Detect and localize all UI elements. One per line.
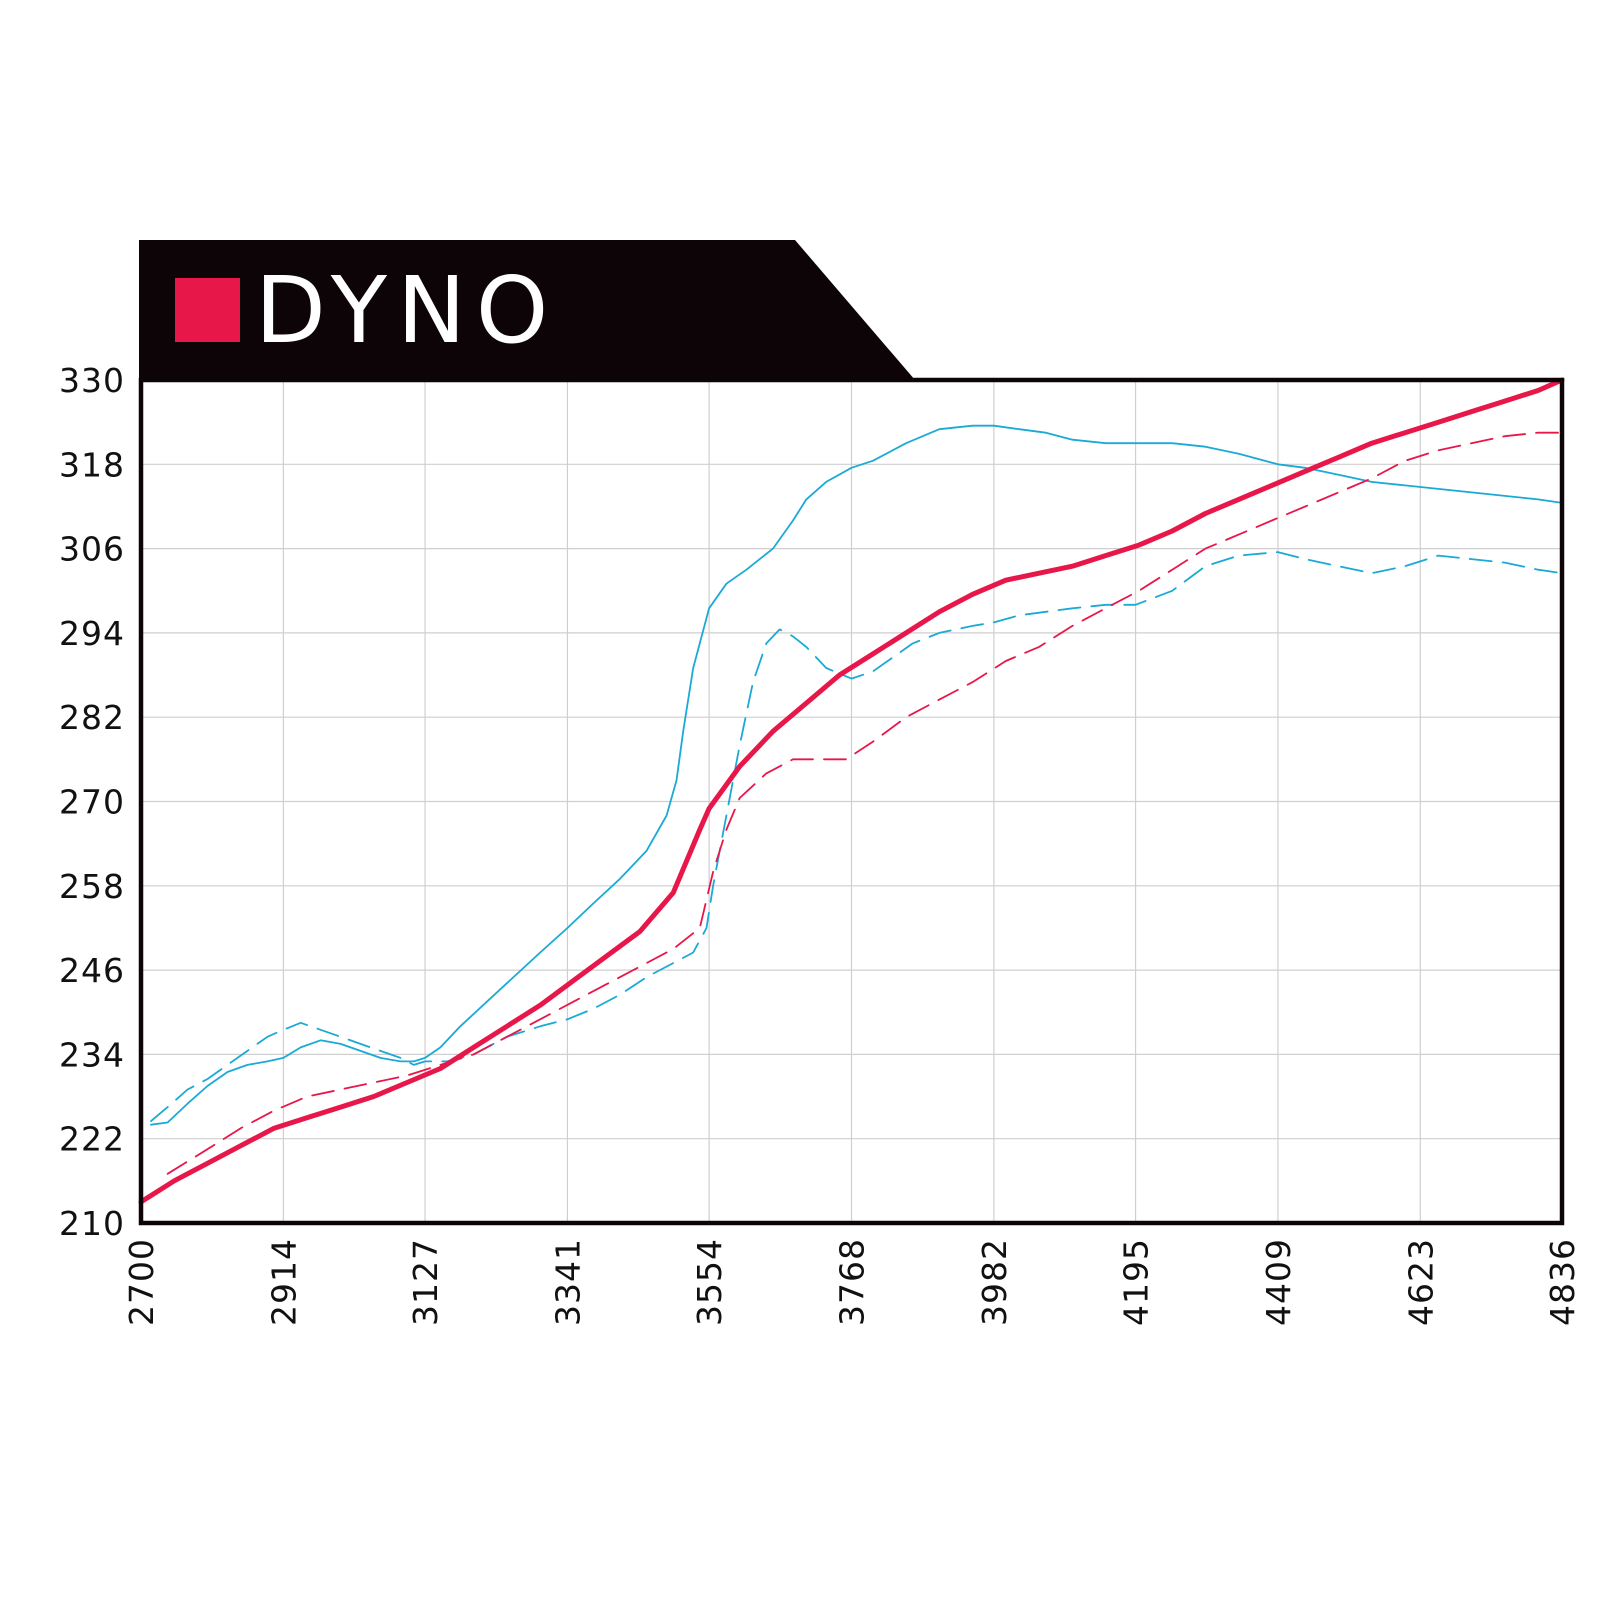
series-line-1-solid (138, 377, 1565, 1205)
x-tick-label: 4836 (1543, 1238, 1582, 1326)
y-tick-label: 246 (59, 951, 125, 990)
x-tick-label: 4195 (1117, 1238, 1156, 1326)
series-line-3-solid (150, 424, 1563, 1126)
title-banner (139, 240, 915, 380)
x-axis-ticks: 2700 2914 3127 3341 3554 3768 3982 4195 4409 4623… (122, 1238, 1582, 1326)
y-tick-label: 222 (59, 1120, 125, 1159)
series-line-4-dashed (150, 551, 1563, 1122)
grid-lines (140, 379, 1563, 1224)
x-tick-label: 3554 (690, 1238, 729, 1326)
y-tick-label: 270 (59, 783, 125, 822)
y-tick-label: 258 (59, 867, 125, 906)
x-tick-label: 3341 (548, 1238, 587, 1326)
chart-title: DYNO (255, 257, 558, 364)
y-tick-label: 294 (59, 614, 125, 653)
x-tick-label: 3768 (833, 1238, 872, 1326)
y-tick-label: 282 (59, 698, 125, 737)
x-tick-label: 4623 (1401, 1238, 1440, 1326)
series-line-2-dashed (166, 431, 1563, 1175)
x-tick-label: 4409 (1259, 1238, 1298, 1326)
x-tick-label: 2914 (264, 1238, 303, 1326)
series-layer (138, 377, 1565, 1205)
y-tick-label: 210 (59, 1204, 125, 1243)
y-tick-label: 306 (59, 530, 125, 569)
title-accent-square (175, 278, 240, 342)
y-tick-label: 330 (59, 361, 125, 400)
y-tick-label: 234 (59, 1035, 125, 1074)
x-tick-label: 3982 (975, 1238, 1014, 1326)
x-tick-label: 2700 (122, 1238, 161, 1326)
y-axis-ticks: 330 318 306 294 282 270 258 246 234 222 210 (59, 361, 125, 1243)
x-tick-label: 3127 (406, 1238, 445, 1326)
plot-frame (138, 377, 1565, 1226)
y-tick-label: 318 (59, 445, 125, 484)
